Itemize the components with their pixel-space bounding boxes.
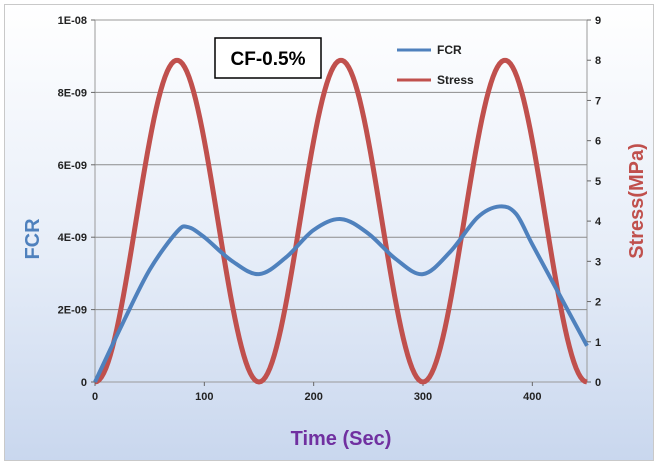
x-tick-label: 400 [523,391,541,403]
y-right-tick-label: 5 [595,176,601,188]
y-right-tick-label: 9 [595,15,601,27]
legend-stress-label: Stress [437,73,474,87]
y-left-tick-label: 1E-08 [58,15,87,27]
y-left-tick-labels: 0 2E-09 4E-09 6E-09 8E-09 1E-08 [58,15,95,389]
y-right-tick-label: 6 [595,136,601,148]
y-right-tick-label: 0 [595,377,601,389]
y-right-tick-label: 8 [595,55,601,67]
y-right-tick-label: 2 [595,297,601,309]
annotation-text: CF-0.5% [231,49,306,70]
y-left-axis-title: FCR [22,218,44,260]
series-lines [93,57,589,385]
x-tick-label: 300 [414,391,432,403]
fcr-line [93,204,589,383]
x-tick-label: 0 [92,391,98,403]
plot-area [94,19,588,383]
y-left-tick-label: 8E-09 [58,87,87,99]
x-tick-labels: 0 100 200 300 400 [92,382,542,403]
y-left-tick-label: 6E-09 [58,160,87,172]
legend-fcr-label: FCR [437,43,462,57]
y-right-tick-label: 3 [595,256,601,268]
y-left-tick-label: 2E-09 [58,305,87,317]
fcr-stress-chart: 0 100 200 300 400 0 2E-09 4E-09 6E-09 8E-09 1E-08… [22,15,648,450]
x-axis-title: Time (Sec) [291,428,392,450]
y-left-tick-label: 0 [81,377,87,389]
y-right-tick-label: 7 [595,95,601,107]
y-right-tick-label: 4 [595,216,602,228]
y-right-tick-labels: 0 1 2 3 4 5 6 7 8 9 [587,15,602,389]
legend: FCR Stress [397,43,474,87]
gridlines [95,91,587,311]
y-left-tick-label: 4E-09 [58,232,87,244]
annotation-box: CF-0.5% [214,37,322,79]
stress-line [94,57,588,385]
x-tick-label: 100 [195,391,213,403]
x-tick-label: 200 [304,391,322,403]
y-right-axis-title: Stress(MPa) [626,143,648,259]
y-right-tick-label: 1 [595,337,601,349]
chart-area: 0 100 200 300 400 0 2E-09 4E-09 6E-09 8E-09 1E-08… [4,4,654,461]
